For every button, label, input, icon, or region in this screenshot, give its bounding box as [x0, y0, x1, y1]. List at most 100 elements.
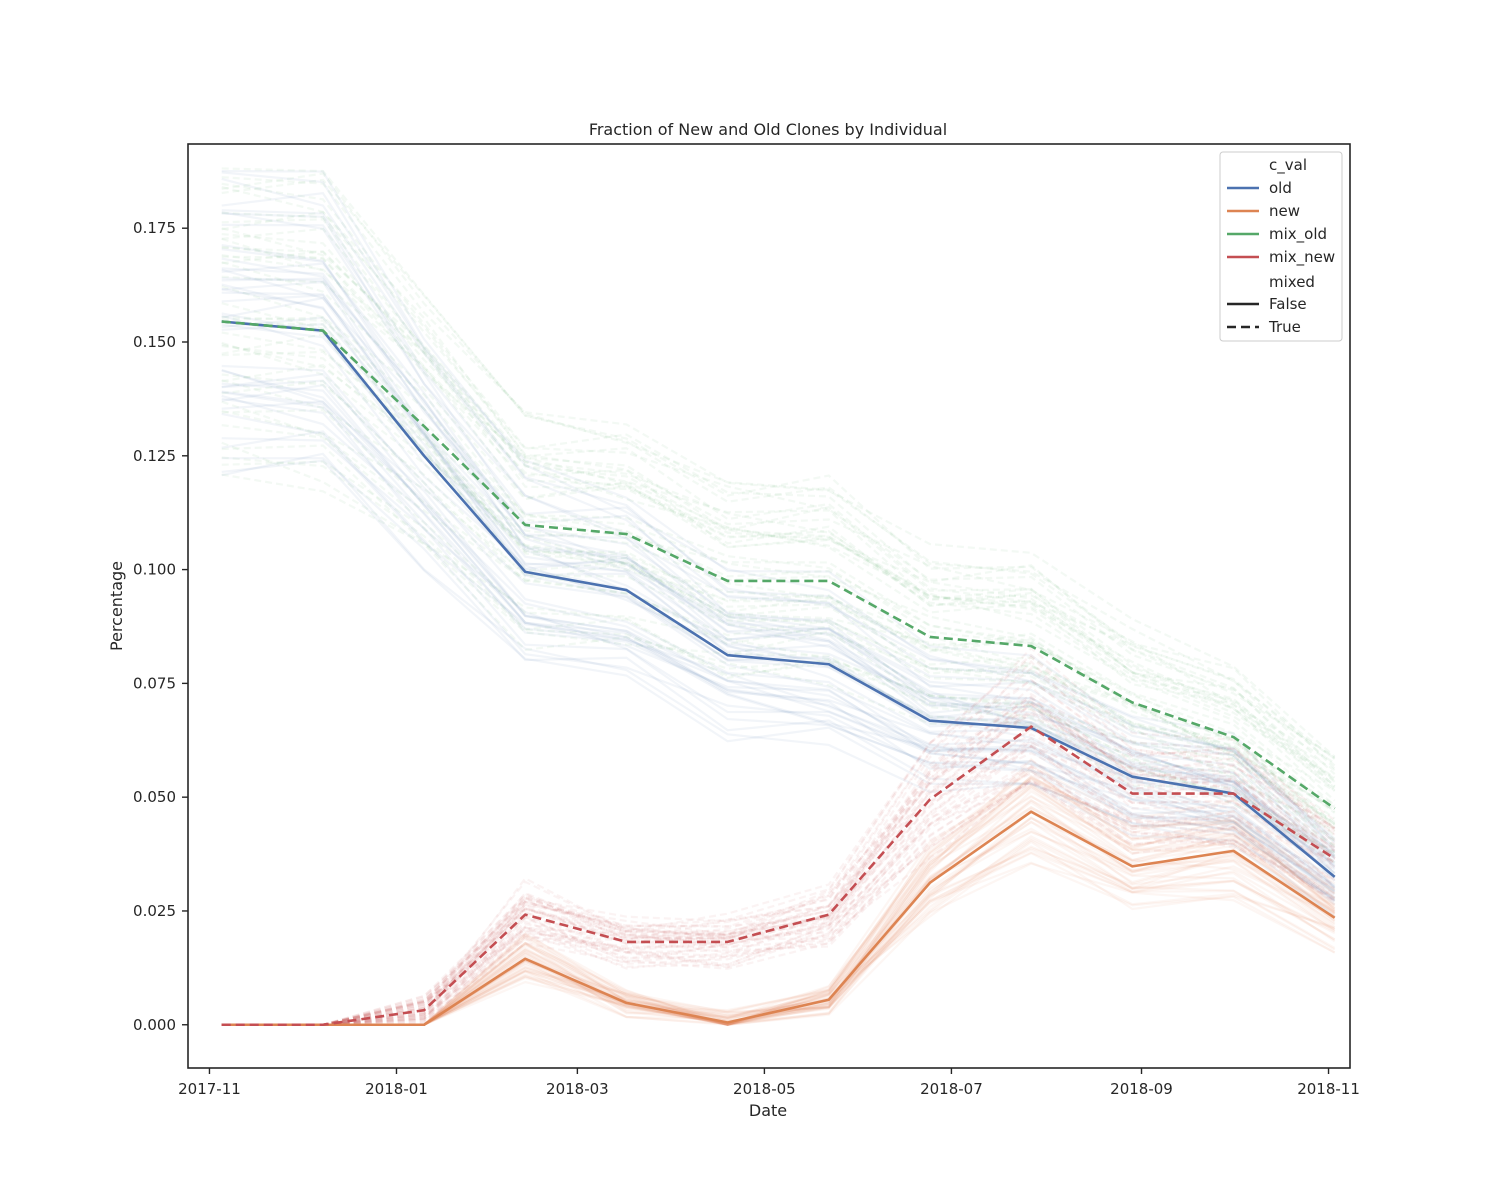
individual-trace-mix_new — [221, 685, 1336, 1026]
individual-trace-old — [221, 212, 1336, 853]
plot-background — [188, 144, 1350, 1068]
x-tick-label: 2018-09 — [1110, 1080, 1173, 1098]
individual-trace-old — [221, 459, 1336, 918]
individual-trace-old — [221, 268, 1336, 878]
individual-trace-mix_new — [221, 695, 1336, 1026]
individual-trace-mix_new — [221, 697, 1336, 1026]
x-axis-label: Date — [749, 1101, 787, 1120]
individual-trace-mix_new — [221, 779, 1336, 1026]
individual-trace-mix_old — [221, 210, 1336, 775]
individual-trace-old — [221, 383, 1336, 893]
plot-frame — [187, 143, 1351, 1069]
series-line-new — [221, 810, 1336, 1027]
individual-trace-old — [221, 379, 1336, 879]
individual-trace-old — [221, 248, 1336, 869]
legend-title-mixed: mixed — [1269, 273, 1315, 291]
individual-trace-mix_new — [221, 766, 1336, 1026]
individual-trace-mix_new — [221, 660, 1336, 1026]
individual-trace-mix_old — [221, 185, 1336, 758]
individual-trace-old — [221, 312, 1336, 889]
individual-trace-mix_old — [221, 255, 1336, 802]
individual-trace-mix_old — [221, 316, 1336, 792]
individual-trace-old — [221, 211, 1336, 842]
individual-trace-mix_old — [221, 302, 1336, 820]
individual-trace-old — [221, 430, 1336, 894]
individual-trace-mix_new — [221, 759, 1336, 1026]
x-tick-label: 2018-01 — [365, 1080, 428, 1098]
series-line-mix_old — [221, 320, 1336, 810]
individual-trace-mix_new — [221, 739, 1336, 1026]
individual-trace-mix_old — [221, 178, 1336, 760]
individual-trace-old — [221, 267, 1336, 871]
individual-traces — [221, 167, 1336, 1026]
individual-trace-mix_new — [221, 780, 1336, 1026]
individual-trace-mix_new — [221, 779, 1336, 1026]
individual-trace-old — [221, 288, 1336, 878]
y-tick-label: 0.175 — [133, 219, 176, 237]
individual-trace-mix_new — [221, 702, 1336, 1026]
individual-trace-mix_old — [221, 237, 1336, 792]
individual-trace-mix_new — [221, 745, 1336, 1026]
individual-trace-old — [221, 412, 1336, 902]
individual-trace-old — [221, 369, 1336, 901]
individual-trace-old — [221, 373, 1336, 896]
individual-trace-old — [221, 243, 1336, 857]
individual-trace-mix_new — [221, 744, 1336, 1026]
x-tick-label: 2018-11 — [1297, 1080, 1360, 1098]
individual-trace-mix_old — [221, 315, 1336, 813]
individual-trace-mix_old — [221, 275, 1336, 783]
chart-title: Fraction of New and Old Clones by Indivi… — [589, 120, 947, 139]
y-axis-label: Percentage — [107, 561, 126, 651]
individual-trace-mix_new — [221, 779, 1336, 1026]
individual-trace-mix_new — [221, 653, 1336, 1026]
individual-trace-mix_old — [221, 176, 1336, 758]
individual-trace-mix_old — [221, 424, 1336, 848]
individual-trace-mix_new — [221, 733, 1336, 1026]
legend-label-mix_old: mix_old — [1269, 225, 1327, 244]
individual-trace-mix_old — [221, 321, 1336, 806]
individual-trace-mix_new — [221, 782, 1336, 1026]
individual-trace-old — [221, 191, 1336, 849]
individual-trace-mix_old — [221, 285, 1336, 814]
individual-trace-mix_new — [221, 655, 1336, 1026]
y-axis: 0.000 0.025 0.050 0.075 0.100 0.125 0.150 0.175 — [133, 219, 188, 1034]
individual-trace-mix_new — [221, 678, 1336, 1026]
individual-trace-old — [221, 277, 1336, 859]
individual-trace-mix_old — [221, 341, 1336, 826]
individual-trace-mix_old — [221, 460, 1336, 857]
individual-trace-old — [221, 257, 1336, 875]
legend-label-old: old — [1269, 179, 1292, 197]
individual-trace-old — [221, 171, 1336, 840]
y-tick-label: 0.150 — [133, 333, 176, 351]
individual-trace-mix_old — [221, 261, 1336, 807]
individual-trace-mix_old — [221, 373, 1336, 813]
individual-trace-mix_new — [221, 722, 1336, 1026]
individual-trace-old — [221, 364, 1336, 890]
individual-trace-old — [221, 400, 1336, 899]
individual-trace-old — [221, 457, 1336, 900]
x-tick-label: 2017-11 — [178, 1080, 241, 1098]
individual-trace-old — [221, 437, 1336, 903]
individual-trace-mix_old — [221, 350, 1336, 830]
individual-trace-mix_new — [221, 751, 1336, 1026]
individual-trace-old — [221, 294, 1336, 864]
x-tick-label: 2018-07 — [920, 1080, 983, 1098]
individual-trace-old — [221, 209, 1336, 857]
individual-trace-mix_new — [221, 699, 1336, 1026]
y-tick-label: 0.000 — [133, 1016, 176, 1034]
x-axis: 2017-11 2018-01 2018-03 2018-05 2018-07 2018-… — [178, 1068, 1360, 1098]
individual-trace-mix_new — [221, 780, 1336, 1026]
individual-trace-old — [221, 262, 1336, 855]
individual-trace-mix_old — [221, 473, 1336, 864]
individual-trace-mix_old — [221, 321, 1336, 823]
y-tick-label: 0.050 — [133, 788, 176, 806]
individual-trace-mix_old — [221, 250, 1336, 787]
x-tick-label: 2018-05 — [733, 1080, 796, 1098]
individual-trace-mix_old — [221, 456, 1336, 854]
legend-box — [1219, 151, 1343, 342]
individual-trace-old — [221, 177, 1336, 844]
individual-trace-mix_old — [221, 167, 1336, 767]
individual-trace-mix_old — [221, 254, 1336, 780]
